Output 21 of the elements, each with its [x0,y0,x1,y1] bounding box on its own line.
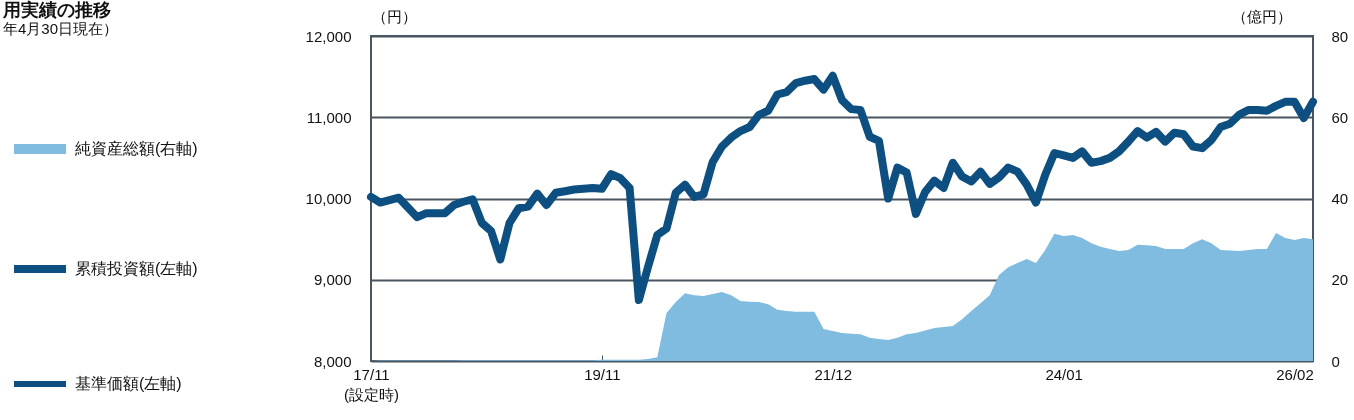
y2-tick-label: 40 [1331,190,1349,207]
x-tick-label: 24/01 [1045,365,1083,383]
y-tick-label: 8,000 [313,352,352,370]
legend-label: 累積投資額(左軸) [75,260,198,277]
x-tick-label: 19/11 [584,365,621,383]
y2-axis-title: （億円） [1231,7,1292,25]
y-tick-label: 11,000 [306,108,352,126]
x-tick-label: 26/02 [1276,365,1314,383]
x-tick-label: 21/12 [814,365,853,383]
y2-tick-label: 0 [1331,352,1340,370]
legend-label: 基準価額(左軸) [75,375,182,392]
legend-label: 純資産総額(右軸) [75,140,198,157]
text: 用実績の推移 [2,0,111,20]
y2-tick-label: 60 [1331,108,1349,126]
y-tick-label: 12,000 [305,27,352,45]
text: 年4月30日現在） [3,20,119,37]
y2-tick-label: 20 [1331,271,1349,289]
y-tick-label: 9,000 [313,271,352,289]
y-axis-title: （円） [371,7,417,25]
y2-tick-label: 80 [1331,27,1349,45]
y-tick-label: 10,000 [305,190,352,207]
